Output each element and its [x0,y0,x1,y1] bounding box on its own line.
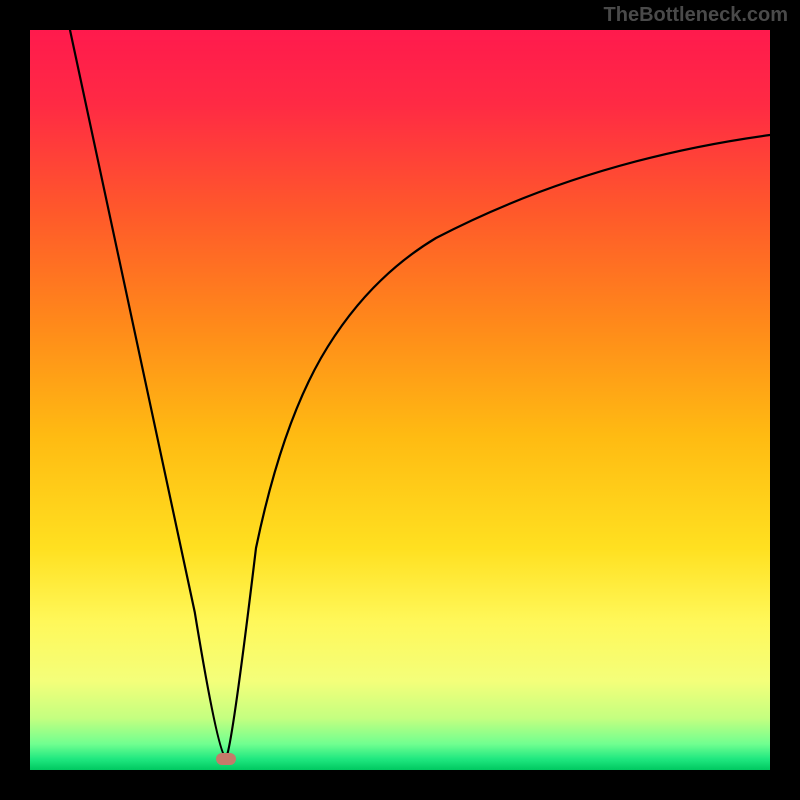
attribution-text: TheBottleneck.com [604,4,788,27]
gradient-background [30,30,770,770]
bottleneck-plot [30,30,770,770]
apex-marker [216,753,236,765]
chart-frame: TheBottleneck.com [0,0,800,800]
